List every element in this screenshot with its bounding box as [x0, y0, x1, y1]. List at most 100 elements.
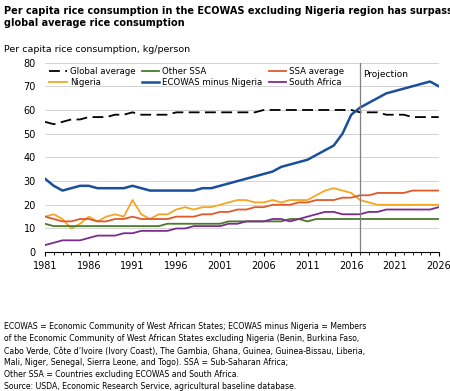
South Africa: [182, 226, 188, 231]
Nigeria: [51, 212, 56, 217]
Global average: [51, 122, 56, 127]
Other SSA: [208, 221, 214, 226]
Other SSA: [279, 219, 284, 224]
Global average: [174, 110, 179, 115]
Line: SSA average: SSA average: [45, 190, 439, 221]
South Africa: [366, 210, 371, 214]
Nigeria: [182, 205, 188, 210]
Other SSA: [340, 217, 345, 221]
South Africa: [147, 228, 153, 233]
Global average: [42, 120, 48, 124]
South Africa: [401, 207, 406, 212]
ECOWAS minus Nigeria: [156, 188, 162, 193]
ECOWAS minus Nigeria: [217, 183, 223, 188]
South Africa: [331, 210, 337, 214]
Global average: [287, 108, 292, 112]
SSA average: [208, 212, 214, 217]
Nigeria: [418, 203, 424, 207]
Global average: [60, 120, 65, 124]
Other SSA: [314, 217, 319, 221]
Global average: [95, 115, 100, 119]
South Africa: [51, 240, 56, 245]
SSA average: [243, 207, 249, 212]
South Africa: [130, 231, 135, 235]
Nigeria: [305, 198, 310, 203]
ECOWAS minus Nigeria: [112, 186, 118, 190]
Nigeria: [436, 203, 441, 207]
South Africa: [68, 238, 74, 243]
Nigeria: [86, 214, 91, 219]
SSA average: [147, 217, 153, 221]
SSA average: [60, 219, 65, 224]
Global average: [322, 108, 328, 112]
SSA average: [51, 217, 56, 221]
Nigeria: [95, 219, 100, 224]
South Africa: [383, 207, 389, 212]
Other SSA: [51, 224, 56, 228]
Global average: [279, 108, 284, 112]
Global average: [68, 117, 74, 122]
Nigeria: [42, 214, 48, 219]
Nigeria: [252, 200, 258, 205]
Nigeria: [208, 205, 214, 210]
Nigeria: [200, 205, 205, 210]
Nigeria: [165, 212, 170, 217]
Other SSA: [375, 217, 380, 221]
South Africa: [208, 224, 214, 228]
South Africa: [77, 238, 83, 243]
ECOWAS minus Nigeria: [331, 143, 337, 148]
ECOWAS minus Nigeria: [174, 188, 179, 193]
Nigeria: [226, 200, 231, 205]
Line: Global average: Global average: [45, 110, 439, 124]
Nigeria: [314, 193, 319, 197]
SSA average: [95, 219, 100, 224]
Nigeria: [366, 200, 371, 205]
SSA average: [428, 188, 433, 193]
Nigeria: [375, 203, 380, 207]
South Africa: [235, 221, 240, 226]
Other SSA: [235, 219, 240, 224]
Nigeria: [340, 188, 345, 193]
Other SSA: [270, 219, 275, 224]
Other SSA: [418, 217, 424, 221]
Other SSA: [95, 224, 100, 228]
Nigeria: [401, 203, 406, 207]
Nigeria: [217, 203, 223, 207]
South Africa: [139, 228, 144, 233]
South Africa: [42, 243, 48, 248]
South Africa: [243, 219, 249, 224]
Nigeria: [296, 198, 302, 203]
Other SSA: [392, 217, 398, 221]
SSA average: [217, 210, 223, 214]
Nigeria: [60, 217, 65, 221]
Nigeria: [147, 217, 153, 221]
Nigeria: [104, 214, 109, 219]
SSA average: [357, 193, 363, 197]
SSA average: [191, 214, 197, 219]
Global average: [165, 112, 170, 117]
Other SSA: [191, 221, 197, 226]
South Africa: [305, 214, 310, 219]
South Africa: [95, 233, 100, 238]
SSA average: [296, 200, 302, 205]
Text: Per capita rice consumption in the ECOWAS excluding Nigeria region has surpassed: Per capita rice consumption in the ECOWA…: [4, 6, 450, 16]
Nigeria: [392, 203, 398, 207]
Global average: [104, 115, 109, 119]
Other SSA: [252, 219, 258, 224]
Text: Per capita rice consumption, kg/person: Per capita rice consumption, kg/person: [4, 45, 191, 54]
ECOWAS minus Nigeria: [191, 188, 197, 193]
Other SSA: [130, 224, 135, 228]
Text: ECOWAS = Economic Community of West African States; ECOWAS minus Nigeria = Membe: ECOWAS = Economic Community of West Afri…: [4, 322, 367, 391]
SSA average: [104, 219, 109, 224]
Global average: [436, 115, 441, 119]
South Africa: [121, 231, 126, 235]
Global average: [156, 112, 162, 117]
Global average: [226, 110, 231, 115]
ECOWAS minus Nigeria: [147, 188, 153, 193]
ECOWAS minus Nigeria: [252, 174, 258, 179]
Other SSA: [139, 224, 144, 228]
SSA average: [112, 217, 118, 221]
ECOWAS minus Nigeria: [349, 112, 354, 117]
ECOWAS minus Nigeria: [418, 82, 424, 86]
Global average: [305, 108, 310, 112]
